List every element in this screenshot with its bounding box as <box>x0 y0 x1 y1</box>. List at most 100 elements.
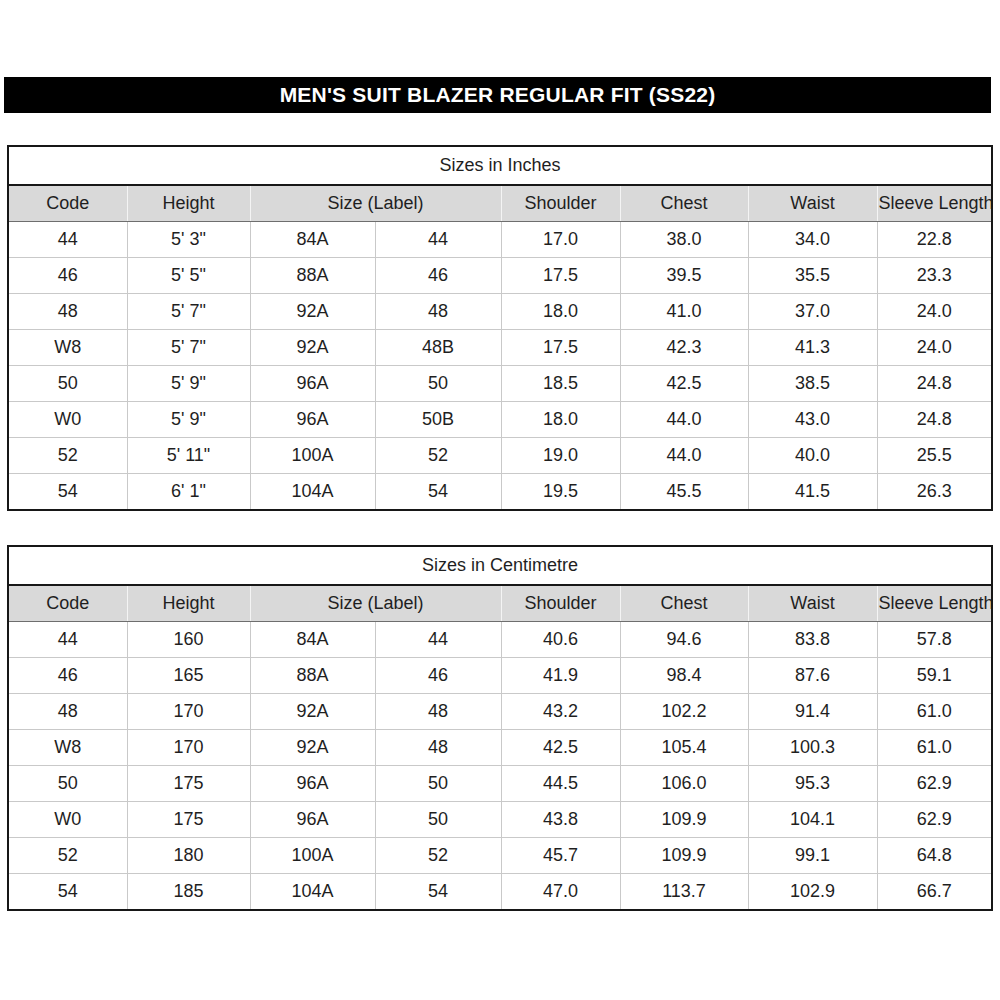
table-row: 4817092A4843.2102.291.461.0 <box>8 694 992 730</box>
column-header-row: Code Height Size (Label) Shoulder Chest … <box>8 585 992 622</box>
table-cell: 180 <box>127 838 250 874</box>
table-cell: 19.5 <box>501 474 620 511</box>
table-cell: 26.3 <box>877 474 992 511</box>
column-header-shoulder: Shoulder <box>501 185 620 222</box>
table-cell: 41.9 <box>501 658 620 694</box>
table-cell: 43.0 <box>748 402 877 438</box>
column-header-chest: Chest <box>620 585 748 622</box>
table-cell: 44 <box>8 222 127 258</box>
table-cell: 99.1 <box>748 838 877 874</box>
table-cell: 17.5 <box>501 258 620 294</box>
table-row: W817092A4842.5105.4100.361.0 <box>8 730 992 766</box>
table-cell: 41.0 <box>620 294 748 330</box>
table-cell: 87.6 <box>748 658 877 694</box>
table-row: 54185104A5447.0113.7102.966.7 <box>8 874 992 911</box>
table-cell: 100.3 <box>748 730 877 766</box>
column-header-waist: Waist <box>748 185 877 222</box>
table-cell: 46 <box>8 258 127 294</box>
table-cell: 40.6 <box>501 622 620 658</box>
table-row: 52180100A5245.7109.999.164.8 <box>8 838 992 874</box>
table-cell: 61.0 <box>877 694 992 730</box>
column-header-chest: Chest <box>620 185 748 222</box>
column-header-size-label: Size (Label) <box>250 185 501 222</box>
table-cell: 98.4 <box>620 658 748 694</box>
column-header-row: Code Height Size (Label) Shoulder Chest … <box>8 185 992 222</box>
table-cell: 41.3 <box>748 330 877 366</box>
table-cell: 106.0 <box>620 766 748 802</box>
table-cell: 50 <box>375 366 501 402</box>
column-header-height: Height <box>127 585 250 622</box>
table-cell: 62.9 <box>877 802 992 838</box>
table-cell: 102.2 <box>620 694 748 730</box>
table-cell: 92A <box>250 730 375 766</box>
table-cell: 44 <box>375 622 501 658</box>
table-cell: 23.3 <box>877 258 992 294</box>
table-cell: 37.0 <box>748 294 877 330</box>
table-cell: 44.0 <box>620 402 748 438</box>
table-title-centimetre: Sizes in Centimetre <box>8 546 992 585</box>
table-cell: 62.9 <box>877 766 992 802</box>
table-cell: 104A <box>250 874 375 911</box>
table-cell: 102.9 <box>748 874 877 911</box>
table-cell: 5' 9" <box>127 366 250 402</box>
table-cell: 109.9 <box>620 802 748 838</box>
table-title-inches: Sizes in Inches <box>8 146 992 185</box>
table-cell: 44 <box>375 222 501 258</box>
table-cell: W0 <box>8 802 127 838</box>
column-header-code: Code <box>8 185 127 222</box>
table-cell: 48 <box>375 730 501 766</box>
table-row: 465' 5"88A4617.539.535.523.3 <box>8 258 992 294</box>
table-cell: 96A <box>250 402 375 438</box>
table-cell: 40.0 <box>748 438 877 474</box>
table-title-row: Sizes in Inches <box>8 146 992 185</box>
table-cell: 5' 5" <box>127 258 250 294</box>
table-cell: 54 <box>8 874 127 911</box>
table-cell: 41.5 <box>748 474 877 511</box>
table-cell: 66.7 <box>877 874 992 911</box>
table-row: 525' 11"100A5219.044.040.025.5 <box>8 438 992 474</box>
table-cell: 96A <box>250 802 375 838</box>
table-cell: 44 <box>8 622 127 658</box>
table-cell: 46 <box>8 658 127 694</box>
column-header-shoulder: Shoulder <box>501 585 620 622</box>
table-cell: 5' 11" <box>127 438 250 474</box>
table-cell: 35.5 <box>748 258 877 294</box>
table-cell: 175 <box>127 802 250 838</box>
table-cell: 160 <box>127 622 250 658</box>
table-cell: 38.0 <box>620 222 748 258</box>
table-cell: 92A <box>250 294 375 330</box>
table-cell: 5' 9" <box>127 402 250 438</box>
table-cell: 185 <box>127 874 250 911</box>
table-cell: 165 <box>127 658 250 694</box>
table-cell: 48 <box>8 694 127 730</box>
table-cell: 18.5 <box>501 366 620 402</box>
table-cell: 39.5 <box>620 258 748 294</box>
table-cell: 54 <box>375 874 501 911</box>
table-cell: 64.8 <box>877 838 992 874</box>
table-cell: 24.0 <box>877 294 992 330</box>
table-cell: 61.0 <box>877 730 992 766</box>
table-cell: 38.5 <box>748 366 877 402</box>
table-cell: 83.8 <box>748 622 877 658</box>
table-cell: 50 <box>375 766 501 802</box>
column-header-size-label: Size (Label) <box>250 585 501 622</box>
table-cell: 88A <box>250 658 375 694</box>
table-cell: 22.8 <box>877 222 992 258</box>
table-cell: 104.1 <box>748 802 877 838</box>
table-row: W05' 9"96A50B18.044.043.024.8 <box>8 402 992 438</box>
table-cell: 48 <box>8 294 127 330</box>
table-cell: 57.8 <box>877 622 992 658</box>
table-cell: 46 <box>375 258 501 294</box>
table-title-row: Sizes in Centimetre <box>8 546 992 585</box>
table-row: 485' 7"92A4818.041.037.024.0 <box>8 294 992 330</box>
table-cell: W8 <box>8 330 127 366</box>
table-cell: 109.9 <box>620 838 748 874</box>
table-cell: 24.8 <box>877 366 992 402</box>
table-cell: 24.0 <box>877 330 992 366</box>
table-cell: 25.5 <box>877 438 992 474</box>
table-cell: 92A <box>250 694 375 730</box>
table-cell: 48B <box>375 330 501 366</box>
table-cell: 59.1 <box>877 658 992 694</box>
table-cell: 45.5 <box>620 474 748 511</box>
table-cell: 44.0 <box>620 438 748 474</box>
